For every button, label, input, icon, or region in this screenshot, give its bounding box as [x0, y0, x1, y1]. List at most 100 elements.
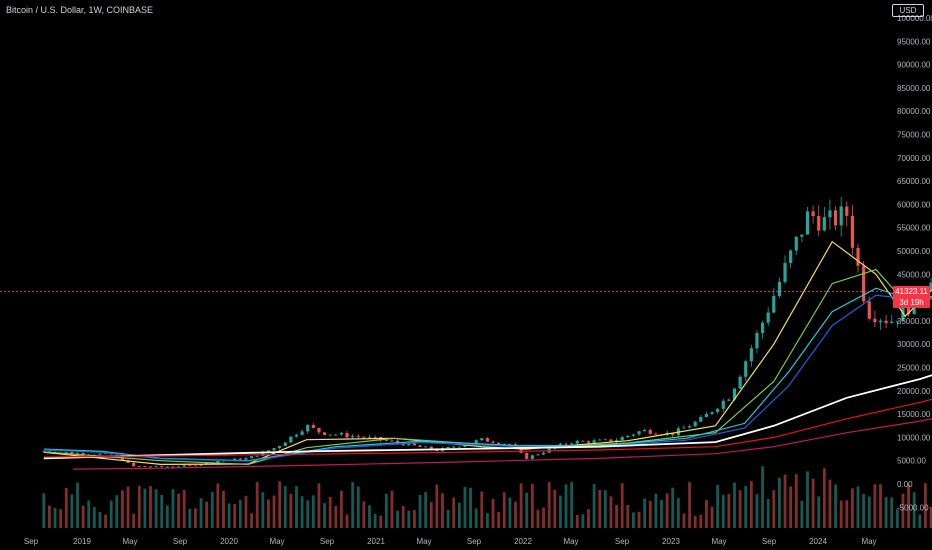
volume-bar	[626, 504, 630, 528]
y-tick-label: 65000.00	[897, 177, 931, 186]
volume-bar	[530, 483, 534, 528]
candle-body	[822, 217, 826, 231]
candle-body	[317, 427, 321, 433]
moving-average-line	[43, 240, 932, 466]
volume-bar	[92, 507, 96, 528]
candle-body	[850, 215, 855, 248]
candle-body	[760, 322, 765, 333]
volume-bar	[834, 484, 837, 528]
volume-bar	[800, 500, 804, 528]
volume-bar	[901, 493, 905, 528]
volume-bar	[929, 506, 932, 528]
candle-body	[457, 446, 461, 448]
volume-bars	[42, 466, 932, 528]
volume-bar	[738, 490, 742, 528]
x-tick-label: Sep	[762, 537, 777, 546]
candle-body	[570, 443, 574, 445]
volume-bar	[778, 477, 781, 528]
volume-bar	[699, 514, 703, 528]
x-tick-label: 2021	[367, 537, 385, 546]
candle-body	[609, 439, 613, 442]
moving-average-line	[43, 294, 932, 462]
candle-body	[154, 465, 158, 467]
volume-bar	[390, 490, 394, 528]
candle-body	[322, 432, 327, 436]
candle-body	[564, 443, 568, 445]
candle-body	[412, 443, 417, 446]
x-tick-label: 2022	[514, 537, 532, 546]
candle-body	[789, 250, 793, 263]
candle-body	[311, 425, 315, 428]
candle-body	[873, 318, 877, 323]
volume-bar	[716, 484, 720, 528]
volume-bar	[867, 496, 871, 528]
volume-bar	[480, 491, 484, 528]
candle-body	[384, 440, 388, 441]
volume-bar	[278, 481, 282, 528]
x-tick-label: Sep	[615, 537, 630, 546]
volume-bar	[177, 493, 180, 528]
candle-body	[794, 236, 798, 251]
currency-badge[interactable]: USD	[892, 4, 924, 17]
y-tick-label: -5000.00	[897, 503, 929, 512]
volume-bar	[598, 489, 602, 528]
candle-body	[205, 462, 209, 465]
volume-bar	[654, 493, 658, 528]
volume-bar	[441, 493, 444, 528]
volume-bar	[761, 466, 764, 528]
volume-bar	[384, 493, 388, 528]
candle-body	[687, 426, 692, 428]
candle-body	[502, 443, 506, 445]
candle-body	[586, 441, 591, 443]
volume-bar	[289, 493, 293, 528]
x-tick-label: Sep	[467, 537, 482, 546]
volume-bar	[766, 499, 770, 528]
candle-body	[839, 206, 843, 226]
y-tick-label: 90000.00	[897, 61, 931, 70]
last-price-value: 41323.11	[895, 287, 928, 296]
volume-bar	[126, 486, 130, 528]
volume-bar	[547, 482, 551, 528]
volume-bar	[121, 490, 124, 528]
x-tick-label: 2023	[662, 537, 680, 546]
candle-body	[862, 265, 866, 302]
volume-bar	[115, 495, 119, 528]
volume-bar	[205, 501, 209, 528]
candle-body	[356, 436, 360, 437]
y-axis[interactable]: 100000.00 95000.00 90000.00 85000.00 80000.0…	[897, 14, 932, 512]
volume-bar	[210, 492, 214, 528]
volume-bar	[851, 488, 854, 528]
volume-bar	[749, 481, 753, 528]
candle-body	[143, 466, 147, 467]
candle-body	[530, 455, 534, 459]
candle-body	[75, 453, 80, 454]
volume-bar	[143, 488, 147, 528]
candle-body	[772, 295, 776, 313]
candle-body	[351, 436, 355, 438]
volume-bar	[918, 514, 922, 528]
candle-body	[878, 320, 883, 323]
volume-bar	[188, 508, 192, 528]
candle-body	[895, 321, 899, 322]
volume-bar	[794, 474, 798, 528]
candle-body	[766, 312, 770, 323]
candle-body	[339, 433, 344, 435]
candle-body	[704, 413, 709, 418]
candle-body	[446, 446, 450, 449]
volume-bar	[609, 496, 613, 528]
candle-body	[160, 465, 164, 467]
candle-body	[508, 443, 512, 445]
candle-body	[732, 388, 737, 400]
volume-bar	[755, 494, 759, 528]
volume-bar	[306, 500, 310, 528]
candle-body	[749, 348, 753, 362]
moving-average-line	[43, 374, 932, 460]
volume-bar	[379, 515, 383, 528]
volume-bar	[474, 508, 478, 528]
volume-bar	[345, 514, 349, 528]
candle-body	[682, 427, 686, 429]
x-axis[interactable]: Sep 2019 May Sep 2020 May Sep 2021 May Sep 2022 May…	[24, 537, 877, 546]
y-tick-label: 50000.00	[897, 247, 931, 256]
volume-bar	[362, 501, 366, 528]
